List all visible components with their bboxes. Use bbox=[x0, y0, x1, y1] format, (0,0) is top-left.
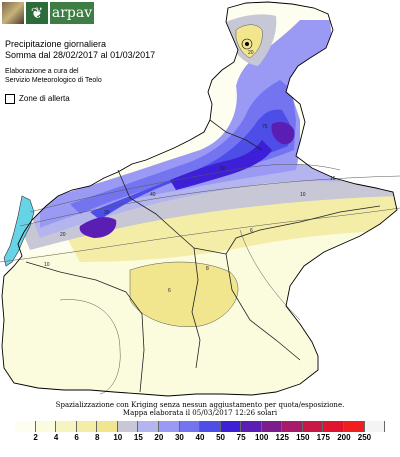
legend-tick-label: 175 bbox=[316, 433, 331, 442]
legend-swatch bbox=[220, 421, 242, 432]
contour-label: 6 bbox=[250, 228, 253, 234]
legend-tick-label: 250 bbox=[357, 433, 372, 442]
credit-line-1: Elaborazione a cura del bbox=[5, 68, 79, 75]
alert-zone-swatch bbox=[5, 94, 15, 104]
color-scale-legend: 2 4 6 8 10 15 20 30 40 50 75 100 125 150 175 200 250 bbox=[15, 421, 386, 444]
legend-tick-label: 40 bbox=[195, 433, 205, 442]
logo-photo bbox=[2, 2, 24, 24]
logo-mark-icon: ❦ bbox=[26, 2, 48, 24]
alert-zones-label: Zone di allerta bbox=[19, 94, 70, 103]
legend-tick-label: 15 bbox=[133, 433, 143, 442]
legend-swatch bbox=[117, 421, 139, 432]
contour-labels: 75 50 40 30 20 10 6 6 8 10 15 20 bbox=[44, 50, 336, 294]
map-title: Precipitazione giornaliera Somma dal 28/… bbox=[5, 39, 155, 61]
credit-line-2: Servizio Meteorologico di Teolo bbox=[5, 77, 102, 84]
legend-tick-label: 20 bbox=[154, 433, 164, 442]
legend-swatch bbox=[282, 421, 303, 432]
legend-tick-label: 4 bbox=[53, 433, 59, 442]
legend-tick-label: 10 bbox=[113, 433, 123, 442]
legend-tick-label: 125 bbox=[275, 433, 289, 442]
city-marker bbox=[245, 42, 249, 46]
legend-swatches bbox=[15, 421, 386, 432]
contour-label: 20 bbox=[248, 50, 254, 56]
elaboration-date: Mappa elaborata il 05/03/2017 12:26 sola… bbox=[122, 409, 278, 417]
legend-tick-label: 8 bbox=[94, 433, 100, 442]
title-line-2: Somma dal 28/02/2017 al 01/03/2017 bbox=[5, 50, 156, 60]
legend-swatch bbox=[97, 421, 118, 432]
lake-garda bbox=[3, 195, 35, 267]
contour-lines bbox=[0, 24, 400, 395]
contour-label: 6 bbox=[168, 288, 171, 294]
legend-swatch bbox=[138, 421, 159, 432]
alert-zones-legend: Zone di allerta bbox=[5, 94, 70, 104]
contour-label: 75 bbox=[262, 124, 268, 130]
legend-swatch bbox=[364, 421, 386, 432]
legend-swatch bbox=[76, 421, 98, 432]
contour-label: 50 bbox=[220, 166, 226, 172]
legend-tick-label: 30 bbox=[174, 433, 184, 442]
legend-tick-label: 100 bbox=[254, 433, 269, 442]
title-line-1: Precipitazione giornaliera bbox=[5, 39, 107, 49]
rainfall-peak-marker bbox=[241, 38, 253, 50]
legend-tick-label: 200 bbox=[337, 433, 351, 442]
contour-label: 40 bbox=[150, 192, 156, 198]
legend-swatch bbox=[200, 421, 221, 432]
contour-label: 20 bbox=[60, 232, 66, 238]
legend-swatch bbox=[241, 421, 262, 432]
legend-tick-label: 75 bbox=[236, 433, 246, 442]
legend-tick-label: 2 bbox=[33, 433, 38, 442]
contour-label: 15 bbox=[330, 176, 336, 182]
legend-swatch bbox=[302, 421, 324, 432]
legend-swatch bbox=[158, 421, 180, 432]
legend-swatch bbox=[261, 421, 283, 432]
alert-zone-boundaries bbox=[25, 119, 381, 393]
credit: Elaborazione a cura del Servizio Meteoro… bbox=[5, 67, 102, 85]
legend-swatch bbox=[35, 421, 57, 432]
contour-label: 10 bbox=[44, 262, 50, 268]
legend-swatch bbox=[344, 421, 365, 432]
logo-text: arpav bbox=[50, 2, 94, 24]
contour-label: 10 bbox=[300, 192, 306, 198]
legend-ticks: 2 4 6 8 10 15 20 30 40 50 75 100 125 150 175 200 250 bbox=[15, 432, 385, 444]
contour-label: 8 bbox=[206, 266, 209, 272]
legend-tick-label: 6 bbox=[74, 433, 79, 442]
legend-tick-label: 150 bbox=[296, 433, 310, 442]
legend-tick-label: 50 bbox=[216, 433, 225, 442]
legend-swatch bbox=[179, 421, 201, 432]
contour-label: 30 bbox=[104, 210, 110, 216]
legend-swatch bbox=[56, 421, 77, 432]
arpav-logo: ❦ arpav bbox=[2, 2, 94, 24]
legend-swatch bbox=[323, 421, 344, 432]
legend-swatch bbox=[15, 421, 36, 432]
interpolation-note: Spazializzazione con Kriging senza nessu… bbox=[55, 401, 345, 409]
